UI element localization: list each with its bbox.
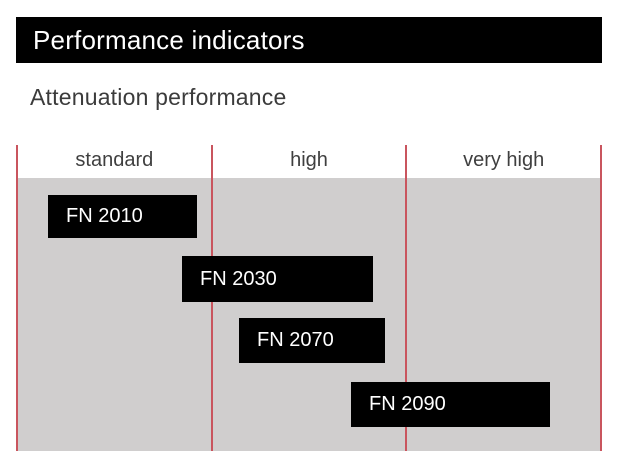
title-bar: Performance indicators [16, 17, 602, 63]
bar-fn-2070: FN 2070 [239, 318, 385, 363]
column-separator-line [600, 145, 602, 451]
bar-label: FN 2090 [369, 393, 446, 415]
column-separator-line [405, 145, 407, 451]
bar-label: FN 2010 [66, 205, 143, 227]
column-header-high: high [290, 149, 328, 171]
column-header-standard: standard [75, 149, 154, 171]
bar-label: FN 2030 [200, 267, 277, 290]
column-header-row: standard high very high [17, 143, 601, 178]
chart-subtitle: Attenuation performance [30, 84, 287, 110]
bar-fn-2030: FN 2030 [182, 256, 373, 302]
column-separator-line [16, 145, 18, 451]
bar-label: FN 2070 [257, 329, 334, 351]
bar-fn-2010: FN 2010 [48, 195, 197, 238]
column-header-very-high: very high [463, 149, 545, 171]
page-title: Performance indicators [33, 24, 305, 55]
bar-fn-2090: FN 2090 [351, 382, 550, 427]
